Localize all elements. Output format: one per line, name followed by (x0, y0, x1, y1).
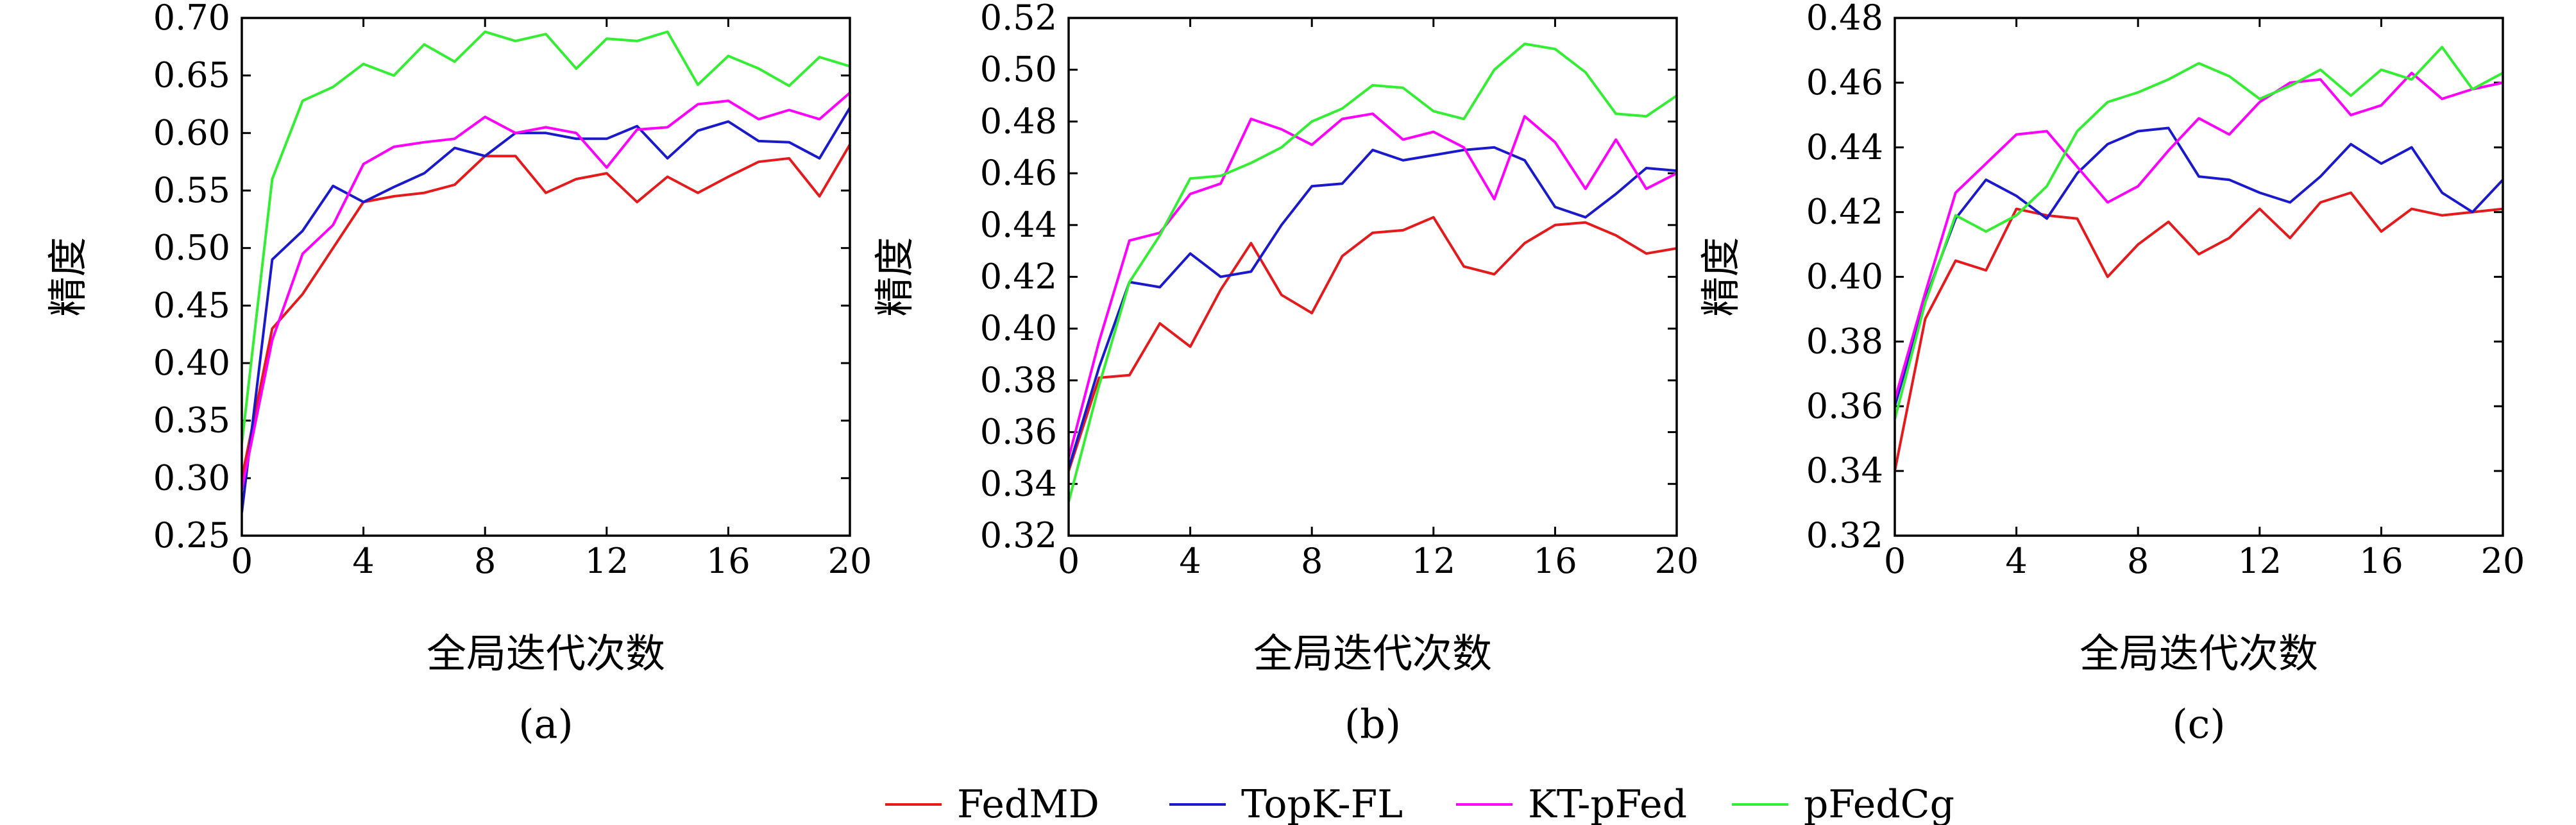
y-tick-label: 0.45 (153, 285, 230, 325)
x-axis-label: 全局迭代次数 (2080, 630, 2318, 677)
legend-label: pFedCg (1804, 782, 1954, 825)
y-tick-label: 0.40 (980, 308, 1057, 348)
y-tick-label: 0.32 (980, 515, 1057, 556)
x-tick-label: 20 (828, 541, 872, 581)
series-line-topk-fl (1895, 126, 2503, 407)
x-tick-label: 16 (706, 541, 750, 581)
legend-item-fedmd: FedMD (885, 782, 1099, 825)
panels: 0 4 8 12 16 20 0.25 0.30 0.35 0.40 0.45 0.50 0.55 0.6… (44, 0, 2525, 747)
y-tick-label: 0.36 (980, 412, 1057, 452)
y-tick-label: 0.38 (980, 360, 1057, 400)
y-tick-label: 0.50 (980, 49, 1057, 90)
chart-panel-3: 0 4 8 12 16 20 0.32 0.34 0.36 0.38 0.40 0.42 0.44 0.4… (1697, 0, 2525, 747)
series-line-kt-pfed (1069, 112, 1677, 459)
y-tick-label: 0.36 (1806, 386, 1883, 426)
series-line-topk-fl (1069, 146, 1677, 469)
x-tick-label: 8 (2127, 541, 2149, 581)
series-line-fedmd (1895, 191, 2503, 472)
x-tick-label: 4 (1179, 541, 1201, 581)
y-tick-label: 0.32 (1806, 515, 1883, 556)
x-axis-label: 全局迭代次数 (427, 630, 665, 677)
legend-label: KT-pFed (1528, 782, 1687, 825)
panel-sublabel: (c) (2172, 701, 2225, 747)
y-tick-label: 0.46 (1806, 62, 1883, 103)
y-tick-label: 0.44 (980, 205, 1057, 245)
chart-panel-2: 0 4 8 12 16 20 0.32 0.34 0.36 0.38 0.40 0.42 0.44 0.4… (871, 0, 1699, 747)
series-line-topk-fl (242, 106, 850, 513)
series-line-kt-pfed (242, 92, 850, 490)
series-line-fedmd (242, 144, 850, 479)
y-tick-label: 0.48 (1806, 0, 1883, 38)
chart-panel-1: 0 4 8 12 16 20 0.25 0.30 0.35 0.40 0.45 0.50 0.55 0.6… (44, 0, 872, 747)
y-tick-label: 0.44 (1806, 127, 1883, 167)
y-tick-label: 0.35 (153, 400, 230, 441)
y-tick-label: 0.40 (153, 343, 230, 383)
x-tick-label: 4 (352, 541, 374, 581)
x-tick-label: 4 (2005, 541, 2027, 581)
y-tick-label: 0.25 (153, 515, 230, 556)
legend-label: FedMD (957, 782, 1099, 825)
x-tick-label: 12 (584, 541, 629, 581)
series-line-pfedcg (1069, 42, 1677, 503)
y-tick-label: 0.70 (153, 0, 230, 38)
series-line-pfedcg (1895, 46, 2503, 420)
y-tick-label: 0.42 (980, 257, 1057, 297)
series-line-pfedcg (242, 30, 850, 444)
y-tick-label: 0.55 (153, 170, 230, 210)
y-tick-label: 0.38 (1806, 321, 1883, 361)
x-tick-label: 12 (1411, 541, 1455, 581)
x-tick-label: 8 (1301, 541, 1323, 581)
x-tick-label: 0 (231, 541, 253, 581)
y-tick-label: 0.48 (980, 101, 1057, 141)
y-tick-label: 0.46 (980, 153, 1057, 193)
panel-sublabel: (b) (1344, 701, 1401, 747)
x-tick-label: 12 (2237, 541, 2282, 581)
y-tick-label: 0.30 (153, 457, 230, 498)
x-tick-label: 0 (1058, 541, 1080, 581)
x-axis-label: 全局迭代次数 (1253, 630, 1492, 677)
y-tick-label: 0.42 (1806, 192, 1883, 232)
x-tick-label: 20 (2481, 541, 2525, 581)
y-tick-label: 0.60 (153, 112, 230, 153)
y-tick-label: 0.50 (153, 228, 230, 268)
plot-frame (1067, 17, 1678, 537)
x-tick-label: 16 (2359, 541, 2403, 581)
legend-item-pfedcg: pFedCg (1732, 782, 1954, 825)
y-tick-label: 0.65 (153, 55, 230, 96)
x-tick-label: 20 (1655, 541, 1699, 581)
series-line-fedmd (1069, 216, 1677, 472)
legend-item-kt-pfed: KT-pFed (1456, 782, 1687, 825)
series-line-kt-pfed (1895, 71, 2503, 400)
y-tick-label: 0.34 (980, 463, 1057, 504)
x-tick-label: 8 (474, 541, 496, 581)
y-axis-label: 精度 (1697, 237, 1744, 316)
legend: FedMD TopK-FL KT-pFed pFedCg (885, 782, 1954, 825)
plot-frame (241, 17, 851, 537)
y-tick-label: 0.40 (1806, 257, 1883, 297)
y-axis-label: 精度 (44, 237, 91, 316)
y-axis-label: 精度 (871, 237, 918, 316)
x-tick-label: 0 (1884, 541, 1906, 581)
y-tick-label: 0.52 (980, 0, 1057, 38)
plot-frame (1894, 17, 2504, 537)
y-tick-label: 0.34 (1806, 450, 1883, 491)
panel-sublabel: (a) (518, 701, 573, 747)
legend-item-topk-fl: TopK-FL (1169, 782, 1403, 825)
x-tick-label: 16 (1533, 541, 1577, 581)
legend-label: TopK-FL (1241, 782, 1403, 825)
